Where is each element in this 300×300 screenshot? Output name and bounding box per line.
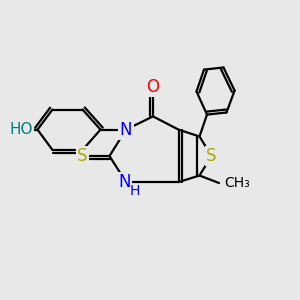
Text: N: N <box>120 121 132 139</box>
Text: S: S <box>206 147 217 165</box>
Text: O: O <box>146 78 160 96</box>
Text: H: H <box>129 184 140 198</box>
Text: N: N <box>118 173 131 191</box>
Text: HO: HO <box>9 122 33 137</box>
Text: CH₃: CH₃ <box>224 176 250 190</box>
Text: S: S <box>77 147 88 165</box>
